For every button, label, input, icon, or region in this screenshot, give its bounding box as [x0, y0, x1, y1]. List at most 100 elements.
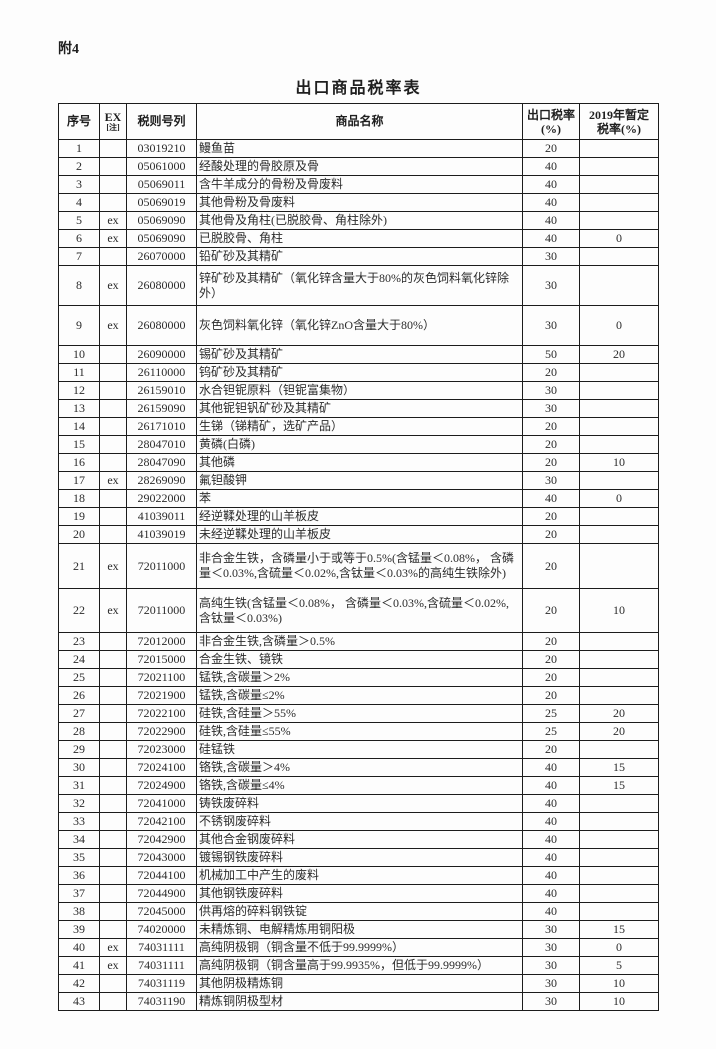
cell-ex-mark [99, 686, 127, 705]
cell-commodity-name: 锰铁,含碳量＞2% [196, 668, 523, 687]
cell-provisional-rate: 15 [579, 758, 659, 777]
cell-ex-mark: ex [99, 543, 127, 589]
col-header-ex-note: [注] [106, 122, 120, 132]
cell-provisional-rate [579, 417, 659, 436]
cell-export-rate: 40 [522, 884, 580, 903]
col-header-commodity-name-label: 商品名称 [335, 114, 384, 128]
table-row: 11 26110000 钨矿砂及其精矿 20 [58, 363, 659, 382]
table-row: 28 72022900 硅铁,含硅量≤55% 25 20 [58, 722, 659, 741]
cell-commodity-name: 铅矿砂及其精矿 [196, 247, 523, 266]
cell-ex-mark: ex [99, 956, 127, 975]
cell-provisional-rate [579, 686, 659, 705]
cell-tariff-code: 05061000 [126, 157, 197, 176]
table-header: 序号 EX [注] 税则号列 商品名称 出口税率 (%) 2019年暂定 [58, 103, 659, 140]
cell-ex-mark [99, 453, 127, 472]
cell-ex-mark [99, 920, 127, 939]
cell-ex-mark: ex [99, 265, 127, 306]
cell-serial: 34 [58, 830, 100, 849]
table-row: 26 72021900 锰铁,含碳量≤2% 20 [58, 686, 659, 705]
cell-export-rate: 30 [522, 247, 580, 266]
cell-serial: 1 [58, 139, 100, 158]
cell-serial: 32 [58, 794, 100, 813]
cell-commodity-name: 锰铁,含碳量≤2% [196, 686, 523, 705]
cell-tariff-code: 74031190 [126, 992, 197, 1011]
cell-provisional-rate: 10 [579, 974, 659, 993]
cell-export-rate: 40 [522, 866, 580, 885]
cell-provisional-rate [579, 175, 659, 194]
cell-ex-mark [99, 345, 127, 364]
cell-commodity-name: 含牛羊成分的骨粉及骨废料 [196, 175, 523, 194]
cell-tariff-code: 05069011 [126, 175, 197, 194]
cell-provisional-rate: 15 [579, 776, 659, 795]
cell-export-rate: 20 [522, 363, 580, 382]
table-row: 23 72012000 非合金生铁,含磷量＞0.5% 20 [58, 632, 659, 651]
col-header-provisional-rate-line1: 2019年暂定 [588, 107, 649, 122]
cell-ex-mark [99, 776, 127, 795]
cell-commodity-name: 铬铁,含碳量＞4% [196, 758, 523, 777]
cell-ex-mark [99, 884, 127, 903]
cell-tariff-code: 26110000 [126, 363, 197, 382]
cell-tariff-code: 28047090 [126, 453, 197, 472]
cell-tariff-code: 72044100 [126, 866, 197, 885]
cell-serial: 36 [58, 866, 100, 885]
table-row: 34 72042900 其他合金钢废碎料 40 [58, 830, 659, 849]
cell-tariff-code: 74020000 [126, 920, 197, 939]
col-header-export-rate-line1: 出口税率 [526, 107, 575, 122]
cell-ex-mark [99, 381, 127, 400]
cell-serial: 15 [58, 435, 100, 454]
cell-tariff-code: 72024900 [126, 776, 197, 795]
cell-export-rate: 20 [522, 507, 580, 526]
cell-export-rate: 40 [522, 489, 580, 508]
cell-serial: 37 [58, 884, 100, 903]
cell-ex-mark [99, 489, 127, 508]
cell-tariff-code: 26159090 [126, 399, 197, 418]
table-row: 37 72044900 其他钢铁废碎料 40 [58, 884, 659, 903]
cell-provisional-rate [579, 650, 659, 669]
cell-tariff-code: 26171010 [126, 417, 197, 436]
cell-ex-mark [99, 668, 127, 687]
cell-commodity-name: 其他合金钢废碎料 [196, 830, 523, 849]
cell-provisional-rate [579, 265, 659, 306]
page-title: 出口商品税率表 [295, 80, 422, 97]
cell-export-rate: 20 [522, 588, 580, 633]
cell-export-rate: 40 [522, 830, 580, 849]
cell-export-rate: 20 [522, 417, 580, 436]
cell-ex-mark: ex [99, 305, 127, 346]
table-row: 41 ex 74031111 高纯阴极铜（铜含量高于99.9935%，但低于99.99… [58, 956, 659, 975]
table-row: 1 03019210 鳗鱼苗 20 [58, 139, 659, 158]
cell-tariff-code: 03019210 [126, 139, 197, 158]
cell-provisional-rate [579, 543, 659, 589]
cell-provisional-rate [579, 399, 659, 418]
cell-ex-mark [99, 866, 127, 885]
cell-provisional-rate [579, 812, 659, 831]
cell-ex-mark [99, 632, 127, 651]
table-row: 33 72042100 不锈钢废碎料 40 [58, 812, 659, 831]
table-row: 43 74031190 精炼铜阴极型材 30 10 [58, 992, 659, 1011]
cell-serial: 20 [58, 525, 100, 544]
cell-commodity-name: 氟钽酸钾 [196, 471, 523, 490]
cell-ex-mark [99, 193, 127, 212]
cell-ex-mark [99, 175, 127, 194]
cell-tariff-code: 26080000 [126, 265, 197, 306]
cell-export-rate: 20 [522, 435, 580, 454]
cell-commodity-name: 机械加工中产生的废料 [196, 866, 523, 885]
cell-export-rate: 20 [522, 740, 580, 759]
cell-commodity-name: 硅铁,含硅量≤55% [196, 722, 523, 741]
cell-provisional-rate [579, 884, 659, 903]
cell-tariff-code: 72011000 [126, 543, 197, 589]
cell-serial: 14 [58, 417, 100, 436]
table-row: 7 26070000 铅矿砂及其精矿 30 [58, 247, 659, 266]
cell-tariff-code: 72012000 [126, 632, 197, 651]
cell-export-rate: 30 [522, 956, 580, 975]
cell-tariff-code: 72045000 [126, 902, 197, 921]
cell-tariff-code: 72043000 [126, 848, 197, 867]
cell-tariff-code: 72022100 [126, 704, 197, 723]
table-row: 12 26159010 水合钽铌原料（钽铌富集物） 30 [58, 381, 659, 400]
header-row: 序号 EX [注] 税则号列 商品名称 出口税率 (%) 2019年暂定 [58, 103, 659, 140]
table-row: 31 72024900 铬铁,含碳量≤4% 40 15 [58, 776, 659, 795]
cell-export-rate: 30 [522, 471, 580, 490]
cell-export-rate: 40 [522, 902, 580, 921]
cell-commodity-name: 苯 [196, 489, 523, 508]
cell-ex-mark [99, 247, 127, 266]
cell-serial: 8 [58, 265, 100, 306]
